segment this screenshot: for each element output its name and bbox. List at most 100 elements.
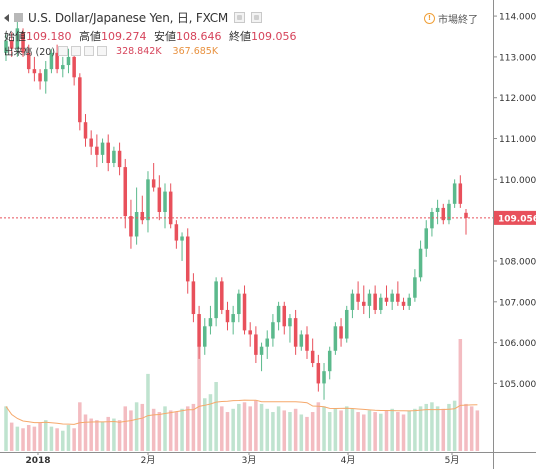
volume-bar	[339, 410, 343, 451]
candle-body	[123, 167, 128, 217]
candle-body	[435, 207, 440, 212]
volume-bar	[231, 408, 235, 451]
volume-bar	[424, 403, 429, 451]
candle-body	[464, 212, 468, 218]
time-tick-label: 2018	[25, 456, 50, 466]
candle-body	[362, 301, 366, 306]
open-value: 109.180	[26, 30, 72, 43]
candle-body	[83, 122, 88, 139]
volume-bar	[197, 345, 201, 451]
volume-bar	[9, 422, 14, 451]
candle-body	[379, 297, 383, 310]
volume-bar	[168, 410, 173, 451]
candle-body	[248, 330, 252, 335]
volume-bar	[208, 394, 213, 451]
time-tick-label: 5月	[445, 455, 460, 466]
close-label: 終値	[229, 30, 251, 43]
symbol-title: U.S. Dollar/Japanese Yen, 日, FXCM	[28, 11, 229, 25]
candle-body	[191, 281, 196, 315]
candle-body	[140, 212, 145, 221]
time-tick-label: 4月	[341, 455, 356, 466]
volume-bar	[38, 422, 42, 451]
candle-body	[61, 65, 65, 70]
volume-bar	[396, 412, 400, 451]
candle-body	[333, 326, 338, 351]
volume-bar	[83, 414, 88, 451]
candle-body	[293, 318, 298, 347]
volume-bar	[220, 406, 224, 451]
candle-body	[38, 73, 42, 82]
settings-gear-icon[interactable]	[71, 46, 82, 56]
candle-body	[339, 326, 343, 339]
volume-bar	[401, 414, 406, 451]
volume-bar	[214, 382, 218, 451]
candle-body	[282, 305, 287, 327]
candle-body	[4, 40, 8, 53]
price-tick-label: 112.000	[499, 94, 536, 104]
candle-body	[95, 146, 99, 155]
volume-bar	[259, 403, 264, 451]
volume-bar	[254, 400, 258, 451]
collapse-arrow-icon[interactable]	[4, 13, 9, 22]
candle-body	[106, 142, 110, 164]
low-label: 安値	[154, 30, 176, 43]
market-status-text: 市場終了	[438, 15, 478, 26]
volume-bar	[435, 406, 440, 451]
candle-body	[72, 56, 76, 78]
candle-body	[43, 69, 48, 82]
volume-bar	[441, 408, 446, 451]
volume-bar	[21, 428, 25, 451]
volume-bar	[316, 402, 321, 451]
volume-bar	[362, 414, 366, 451]
volume-bar	[78, 402, 82, 451]
plot-background	[0, 0, 493, 452]
candle-body	[424, 228, 429, 249]
high-value: 109.274	[101, 30, 147, 43]
candle-body	[32, 69, 37, 74]
volume-bar	[49, 426, 54, 451]
volume-bar	[333, 408, 338, 451]
volume-bar	[43, 420, 48, 451]
volume-bar	[418, 406, 423, 451]
volume-bar	[15, 426, 20, 451]
candle-body	[344, 309, 349, 339]
open-label: 始値	[4, 30, 26, 43]
market-status: ! 市場終了	[424, 11, 478, 26]
symbol-visibility-button[interactable]	[234, 12, 246, 23]
candle-body	[452, 183, 457, 204]
candle-body	[66, 56, 71, 66]
volume-bar	[464, 403, 468, 451]
candle-body	[237, 293, 241, 315]
candle-body	[384, 297, 389, 302]
volume-bar	[129, 410, 133, 451]
volume-bar	[322, 406, 326, 451]
volume-bar	[271, 412, 275, 451]
volume-bar	[180, 408, 184, 451]
candle-body	[117, 150, 122, 168]
symbol-settings-button[interactable]	[251, 12, 263, 23]
remove-close-icon[interactable]	[97, 46, 108, 56]
candle-body	[89, 138, 93, 147]
volume-bar	[327, 412, 332, 451]
volume-bar	[140, 403, 145, 451]
volume-bar	[248, 406, 252, 451]
candle-body	[163, 191, 167, 212]
volume-bar	[174, 412, 179, 451]
volume-bar	[106, 416, 110, 451]
visibility-eye-icon[interactable]	[58, 46, 69, 56]
candle-body	[203, 326, 207, 347]
candle-body	[413, 277, 417, 298]
volume-ma-value: 367.685K	[172, 45, 219, 57]
volume-indicator-row: 出来高 (20) 328.842K 367.685K	[4, 44, 219, 59]
price-tick-label: 107.000	[499, 298, 536, 308]
chart-header: U.S. Dollar/Japanese Yen, 日, FXCM 始値109.…	[0, 0, 536, 60]
time-tick-label: 2月	[141, 455, 156, 466]
volume-bar	[475, 410, 480, 451]
add-plus-icon[interactable]	[84, 46, 95, 56]
candle-body	[271, 322, 275, 339]
volume-bar	[282, 410, 287, 451]
volume-bar	[191, 403, 196, 451]
volume-bar	[4, 406, 8, 451]
